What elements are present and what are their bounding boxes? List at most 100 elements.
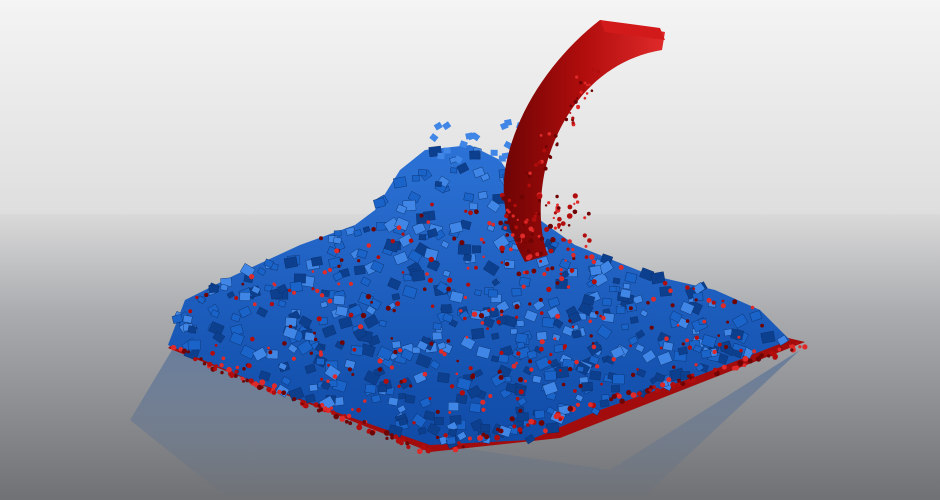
red-particle [531, 217, 537, 222]
blue-cube [471, 327, 485, 340]
red-particle [702, 319, 707, 324]
blue-cube [447, 402, 459, 411]
blue-cube [471, 245, 482, 254]
red-particle [514, 304, 520, 310]
red-particle [422, 371, 428, 377]
blue-cube [436, 341, 447, 351]
red-particle [680, 381, 686, 387]
blue-cube [426, 227, 439, 239]
blue-cube [677, 346, 688, 356]
red-particle [249, 274, 255, 280]
red-particle [566, 285, 571, 289]
red-particle [459, 240, 465, 246]
red-particle [480, 321, 485, 325]
blue-cube [460, 335, 476, 351]
blue-cube [700, 349, 712, 359]
red-particle [303, 403, 309, 409]
red-particle [254, 381, 258, 385]
blue-cube [298, 315, 313, 329]
red-particle [575, 200, 580, 204]
blue-cube [316, 358, 325, 366]
red-particle [630, 392, 637, 398]
red-particle [558, 417, 563, 422]
blue-cube [459, 140, 468, 149]
red-particle [583, 96, 587, 100]
red-particle [567, 239, 572, 244]
blue-cube [304, 331, 316, 342]
blue-cube [398, 233, 414, 248]
red-particle [435, 409, 440, 414]
red-particle [207, 361, 213, 367]
red-particle [737, 360, 743, 366]
red-particle [463, 295, 467, 300]
blue-cube [730, 328, 745, 341]
red-particle [242, 379, 245, 383]
blue-cube [387, 277, 402, 291]
blue-cube [571, 329, 582, 339]
red-particle [406, 444, 411, 450]
red-particle [401, 437, 406, 442]
blue-cube [522, 366, 533, 376]
blue-cube [499, 121, 509, 131]
blue-cube [411, 221, 427, 236]
red-particle [248, 378, 254, 384]
red-particle [417, 448, 423, 455]
red-particle [511, 214, 515, 218]
blue-cube [417, 427, 427, 435]
red-particle [500, 313, 503, 317]
blue-cube [345, 226, 356, 236]
red-particle [591, 279, 597, 285]
red-particle [229, 372, 235, 378]
red-particle [316, 408, 321, 413]
red-particle [563, 344, 567, 349]
red-particle [430, 304, 435, 308]
red-particle [331, 410, 336, 416]
red-particle [681, 342, 685, 346]
red-particle [470, 374, 476, 380]
red-particle [555, 281, 560, 285]
blue-cube [281, 376, 292, 386]
red-particle [712, 349, 717, 355]
red-particle [618, 265, 624, 270]
red-particle [559, 268, 563, 272]
red-particle [524, 379, 527, 383]
red-particle [199, 357, 203, 361]
red-particle [327, 298, 333, 304]
blue-cube [581, 381, 593, 392]
red-particle [474, 265, 478, 270]
blue-cube [370, 394, 382, 404]
blue-cube [365, 305, 377, 316]
red-particle [535, 211, 538, 214]
red-particle [573, 202, 576, 205]
blue-cube [639, 309, 649, 318]
red-particle [564, 259, 567, 262]
red-particle [545, 267, 550, 272]
red-particle [742, 363, 747, 368]
red-particle [474, 209, 479, 215]
red-particle [170, 344, 177, 351]
red-particle [503, 226, 508, 230]
red-particle [356, 407, 361, 413]
red-particle [202, 362, 207, 366]
red-particle [721, 364, 727, 370]
blue-cube [619, 288, 632, 299]
blue-cube [418, 168, 427, 177]
blue-cube [524, 434, 536, 445]
blue-cube [534, 409, 546, 419]
red-particle [525, 255, 531, 261]
red-particle [516, 351, 521, 356]
red-particle [516, 237, 522, 243]
blue-cube [656, 351, 673, 366]
red-stream-nozzle [600, 20, 665, 40]
red-particle [505, 233, 510, 237]
blue-cube [443, 147, 451, 154]
red-particle [385, 305, 391, 311]
blue-cube [471, 132, 481, 142]
red-particle [516, 271, 522, 277]
red-particle [777, 347, 782, 352]
red-particle [439, 349, 444, 354]
blue-cube [370, 260, 385, 274]
red-particle [566, 213, 573, 219]
